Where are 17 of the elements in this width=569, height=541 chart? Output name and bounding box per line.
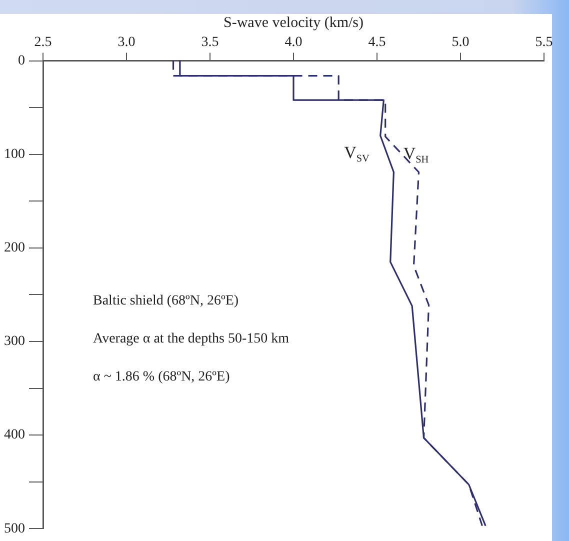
- x-tick-label: 4.0: [284, 35, 302, 50]
- annotation: Baltic shield (68ºN, 26ºE): [93, 293, 239, 308]
- x-tick-label: 3.5: [201, 35, 219, 50]
- y-tick-label: 200: [4, 240, 25, 256]
- y-tick-label: 400: [4, 428, 25, 443]
- x-tick-label: 2.5: [34, 35, 52, 50]
- x-tick-label: 4.5: [368, 35, 386, 50]
- x-tick-label: 3.0: [118, 35, 136, 50]
- y-tick-label: 0: [18, 53, 25, 68]
- y-tick-label: 300: [4, 334, 25, 350]
- annotation: Average α at the depths 50-150 km: [93, 331, 290, 346]
- x-tick-label: 5.5: [535, 35, 553, 50]
- annotation: α ~ 1.86 % (68ºN, 26ºE): [93, 369, 230, 384]
- x-axis-title: S-wave velocity (km/s): [224, 14, 364, 31]
- y-tick-label: 500: [4, 521, 25, 536]
- x-tick-label: 5.0: [452, 35, 470, 50]
- y-tick-label: 100: [4, 147, 25, 162]
